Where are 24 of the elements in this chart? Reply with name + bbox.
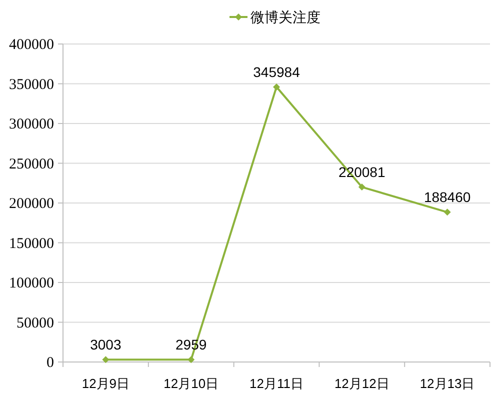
point (102, 356, 110, 364)
y-tick-label: 150000 (9, 236, 54, 252)
x-tick-label: 12月10日 (164, 376, 219, 391)
point (188, 356, 195, 364)
x-tick-label: 12月13日 (420, 376, 475, 391)
y-tick-label: 300000 (9, 116, 54, 132)
y-tick-label: 400000 (9, 37, 54, 53)
data-label: 188460 (424, 189, 471, 206)
x-tick-label: 12月9日 (82, 376, 130, 391)
legend: 微博关注度 (230, 9, 320, 25)
point (273, 83, 280, 90)
y-tick-label: 0 (46, 355, 54, 371)
y-tick-label: 200000 (9, 196, 54, 212)
y-tick-label: 50000 (16, 315, 54, 332)
data-label: 345984 (253, 64, 300, 80)
y-tick-label: 100000 (9, 276, 54, 292)
data-label: 3003 (90, 336, 122, 353)
legend-label: 微博关注度 (250, 9, 320, 25)
point (358, 184, 366, 191)
x-tick-label: 12月11日 (250, 376, 304, 391)
x-tick-label: 12月12日 (334, 376, 390, 391)
y-tick-label: 350000 (9, 76, 54, 93)
point (444, 208, 451, 216)
y-tick-label: 250000 (9, 156, 54, 172)
